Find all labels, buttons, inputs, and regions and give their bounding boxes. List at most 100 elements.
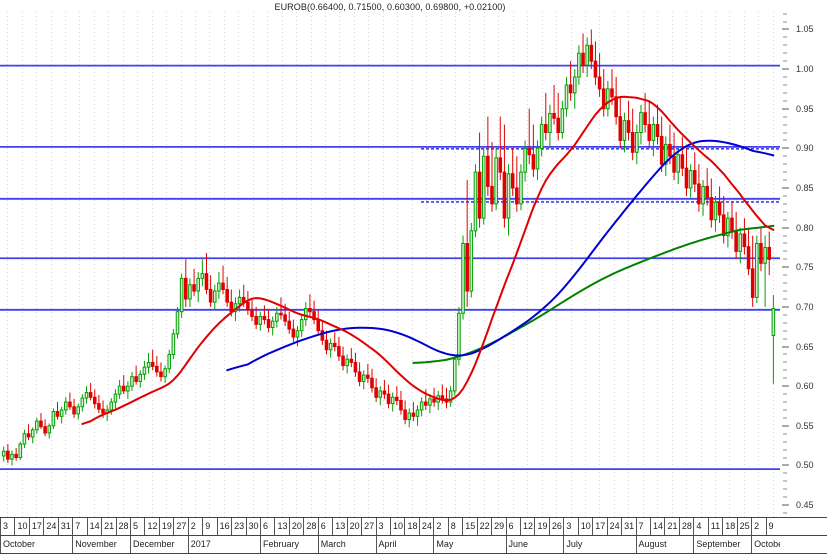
- candle-up[interactable]: [84, 386, 89, 404]
- candle-up[interactable]: [548, 104, 552, 149]
- candle-down[interactable]: [382, 379, 387, 399]
- candle-up[interactable]: [701, 180, 705, 216]
- candle-up[interactable]: [299, 314, 304, 338]
- candle-up[interactable]: [361, 370, 366, 390]
- candle-down[interactable]: [544, 92, 548, 141]
- candle-down[interactable]: [734, 211, 738, 260]
- candle-down[interactable]: [97, 394, 101, 414]
- candle-down[interactable]: [647, 100, 652, 149]
- candle-down[interactable]: [357, 362, 362, 387]
- candle-down[interactable]: [527, 108, 532, 165]
- candle-up[interactable]: [142, 360, 147, 380]
- candle-down[interactable]: [341, 346, 345, 371]
- candle-up[interactable]: [469, 222, 474, 298]
- candle-down[interactable]: [444, 387, 449, 409]
- candle-up[interactable]: [713, 195, 718, 232]
- candle-up[interactable]: [378, 386, 383, 406]
- candle-down[interactable]: [746, 227, 751, 276]
- candle-down[interactable]: [150, 349, 155, 371]
- candle-down[interactable]: [246, 291, 250, 315]
- candle-down[interactable]: [374, 378, 378, 403]
- candle-up[interactable]: [76, 403, 80, 420]
- candle-down[interactable]: [759, 227, 763, 272]
- candle-up[interactable]: [179, 273, 184, 319]
- candle-down[interactable]: [490, 142, 494, 212]
- candle-down[interactable]: [366, 363, 370, 384]
- candle-down[interactable]: [39, 413, 43, 430]
- candle-up[interactable]: [763, 235, 767, 307]
- candle-up[interactable]: [51, 408, 56, 430]
- candle-up[interactable]: [22, 429, 27, 449]
- candle-up[interactable]: [726, 211, 730, 248]
- candle-down[interactable]: [14, 448, 18, 461]
- candle-down[interactable]: [486, 116, 490, 196]
- candle-down[interactable]: [614, 77, 618, 125]
- candle-down[interactable]: [672, 132, 676, 181]
- candle-down[interactable]: [659, 116, 664, 173]
- candle-down[interactable]: [626, 100, 631, 141]
- candle-down[interactable]: [332, 332, 337, 352]
- candle-up[interactable]: [126, 381, 130, 399]
- candle-down[interactable]: [556, 92, 560, 141]
- candle-down[interactable]: [510, 148, 515, 196]
- candle-up[interactable]: [436, 390, 440, 410]
- candle-up[interactable]: [523, 140, 527, 182]
- candle-down[interactable]: [399, 390, 403, 415]
- candle-up[interactable]: [237, 289, 242, 312]
- candle-up[interactable]: [1, 446, 6, 462]
- candle-down[interactable]: [262, 305, 267, 325]
- candle-up[interactable]: [217, 272, 221, 299]
- candle-up[interactable]: [175, 306, 180, 339]
- candle-up[interactable]: [390, 392, 395, 412]
- candle-down[interactable]: [337, 337, 341, 361]
- candle-down[interactable]: [92, 389, 97, 409]
- candle-down[interactable]: [316, 310, 320, 336]
- candle-down[interactable]: [208, 275, 213, 307]
- candle-down[interactable]: [324, 330, 329, 355]
- date-axis[interactable]: 3 10 17 24 31 October 7 14 21 28 November 5 12 19 27 De…: [0, 517, 827, 554]
- candle-up[interactable]: [506, 164, 511, 236]
- candle-up[interactable]: [163, 365, 167, 384]
- candle-down[interactable]: [43, 419, 47, 437]
- candle-up[interactable]: [771, 295, 776, 384]
- candle-up[interactable]: [171, 329, 176, 360]
- candle-up[interactable]: [572, 69, 577, 109]
- candle-down[interactable]: [498, 116, 503, 181]
- candle-down[interactable]: [697, 164, 701, 212]
- candle-down[interactable]: [159, 362, 163, 382]
- candle-down[interactable]: [353, 352, 358, 377]
- candle-up[interactable]: [577, 45, 581, 85]
- candle-up[interactable]: [80, 394, 85, 412]
- candle-down[interactable]: [581, 33, 585, 74]
- candle-down[interactable]: [279, 297, 283, 320]
- candle-up[interactable]: [755, 235, 759, 303]
- candle-down[interactable]: [601, 69, 606, 117]
- candle-down[interactable]: [386, 384, 391, 409]
- candle-down[interactable]: [742, 218, 747, 255]
- candle-up[interactable]: [419, 397, 424, 417]
- candle-down[interactable]: [515, 156, 519, 212]
- candle-up[interactable]: [539, 116, 544, 157]
- candle-up[interactable]: [651, 116, 656, 157]
- candle-up[interactable]: [200, 259, 205, 287]
- candle-up[interactable]: [635, 124, 639, 165]
- candle-up[interactable]: [275, 306, 279, 328]
- candle-up[interactable]: [167, 349, 172, 374]
- candle-down[interactable]: [531, 124, 536, 177]
- candle-down[interactable]: [705, 168, 709, 206]
- candle-up[interactable]: [130, 371, 134, 391]
- candle-down[interactable]: [477, 132, 482, 228]
- candle-up[interactable]: [18, 441, 23, 460]
- candle-up[interactable]: [494, 148, 498, 211]
- candle-up[interactable]: [328, 338, 333, 358]
- candle-up[interactable]: [676, 148, 680, 185]
- candle-up[interactable]: [138, 370, 143, 388]
- candle-up[interactable]: [738, 227, 743, 264]
- candle-down[interactable]: [465, 180, 469, 307]
- candle-down[interactable]: [680, 136, 685, 177]
- candle-up[interactable]: [196, 272, 200, 303]
- candle-down[interactable]: [767, 231, 772, 276]
- candle-up[interactable]: [428, 394, 432, 414]
- candle-up[interactable]: [452, 354, 457, 396]
- candle-down[interactable]: [568, 61, 573, 101]
